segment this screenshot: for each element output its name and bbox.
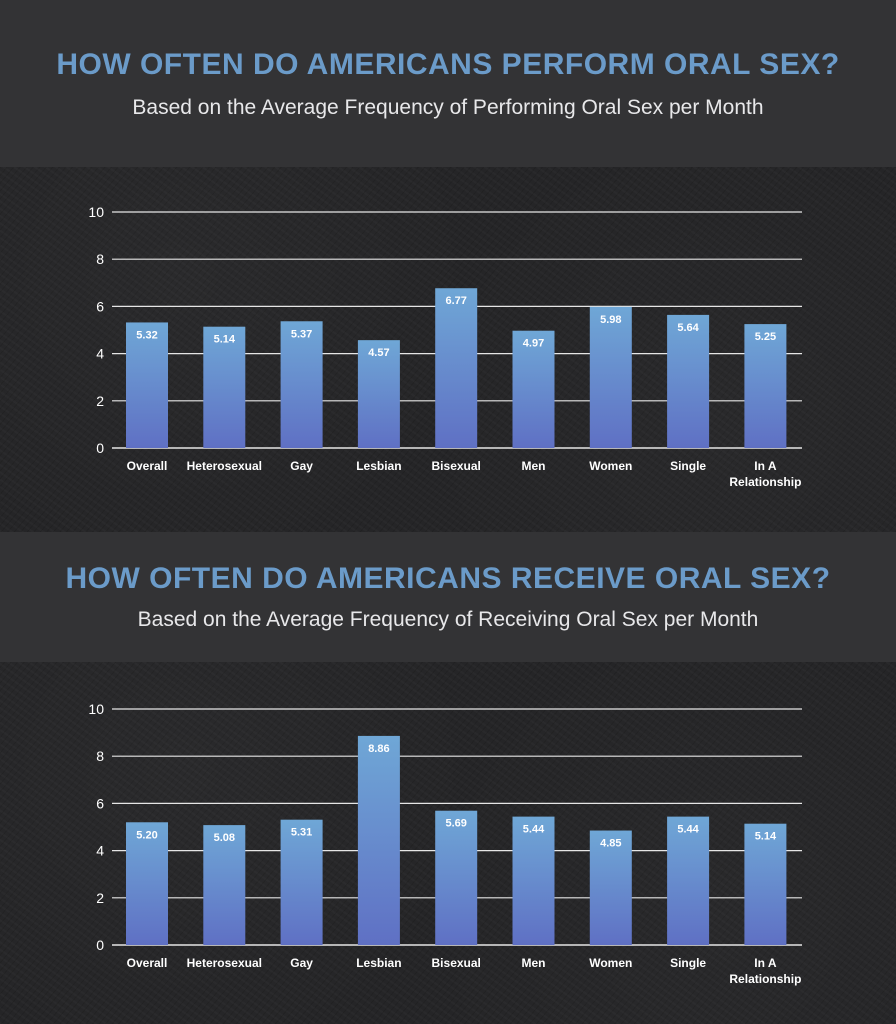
chart-2-subtitle: Based on the Average Frequency of Receiv… <box>137 608 759 631</box>
y-tick-label: 6 <box>96 795 104 811</box>
bar-value-label: 5.31 <box>291 827 312 839</box>
bar-value-label: 4.97 <box>523 338 544 350</box>
bar-value-label: 5.14 <box>755 831 777 843</box>
category-label: Overall <box>127 459 168 473</box>
chart-1-title: HOW OFTEN DO AMERICANS PERFORM ORAL SEX? <box>56 48 840 81</box>
bar <box>280 321 323 448</box>
bar-value-label: 5.64 <box>677 322 699 334</box>
category-label: Men <box>522 956 546 970</box>
category-label: Gay <box>290 956 313 970</box>
bar-value-label: 5.32 <box>136 329 157 341</box>
bar <box>667 314 710 448</box>
bar-value-label: 5.20 <box>136 829 157 841</box>
bar <box>357 735 400 945</box>
bar <box>126 322 168 448</box>
y-tick-label: 8 <box>96 251 104 267</box>
category-label: Lesbian <box>356 459 401 473</box>
chart-1-plot: 0 2 4 6 8 10 5.32 Overall 5.14 Heterosexual 5.37 Ga… <box>88 204 802 489</box>
chart-1-subtitle: Based on the Average Frequency of Perfor… <box>132 96 764 119</box>
bar <box>280 819 323 945</box>
category-label: Gay <box>290 459 313 473</box>
y-tick-label: 0 <box>96 440 104 456</box>
y-tick-label: 10 <box>88 701 104 717</box>
bar-value-label: 5.98 <box>600 314 621 326</box>
bar <box>512 816 555 945</box>
y-tick-label: 2 <box>96 890 104 906</box>
chart-1-panel: 0 2 4 6 8 10 5.32 Overall 5.14 Heterosexual 5.37 Ga… <box>0 167 896 532</box>
bar-value-label: 4.57 <box>368 347 389 359</box>
bar-value-label: 5.69 <box>445 818 466 830</box>
category-label: Single <box>670 956 706 970</box>
bar <box>589 306 632 448</box>
bar-value-label: 6.77 <box>445 295 466 307</box>
category-label: Women <box>589 956 632 970</box>
chart-2-header: HOW OFTEN DO AMERICANS RECEIVE ORAL SEX?… <box>0 532 896 662</box>
chart-2-title: HOW OFTEN DO AMERICANS RECEIVE ORAL SEX? <box>65 562 831 595</box>
category-label: In A Relationship <box>729 956 801 986</box>
bar <box>589 830 632 945</box>
category-label: In A Relationship <box>729 459 801 489</box>
bar-value-label: 5.37 <box>291 328 312 340</box>
bar <box>744 324 787 448</box>
y-tick-label: 10 <box>88 204 104 220</box>
category-label: Heterosexual <box>187 956 262 970</box>
y-tick-label: 8 <box>96 748 104 764</box>
category-label: Single <box>670 459 706 473</box>
bar <box>435 288 478 448</box>
bar-value-label: 8.86 <box>368 743 389 755</box>
bar <box>435 810 478 945</box>
category-label: Women <box>589 459 632 473</box>
category-label: Bisexual <box>432 956 481 970</box>
bar-value-label: 5.14 <box>214 334 236 346</box>
category-label: Lesbian <box>356 956 401 970</box>
bar <box>744 823 787 945</box>
chart-2-plot: 0 2 4 6 8 10 5.20 Overall 5.08 Heterosexual 5.31 Ga… <box>88 701 802 986</box>
bar-value-label: 5.44 <box>677 824 699 836</box>
chart-1-header: HOW OFTEN DO AMERICANS PERFORM ORAL SEX?… <box>0 0 896 167</box>
bar <box>357 340 400 448</box>
y-tick-label: 6 <box>96 298 104 314</box>
y-tick-label: 0 <box>96 937 104 953</box>
bar <box>203 825 246 945</box>
bar <box>203 326 246 448</box>
bar <box>667 816 710 945</box>
category-label: Men <box>522 459 546 473</box>
bar-value-label: 5.08 <box>214 832 235 844</box>
y-tick-label: 4 <box>96 843 104 859</box>
category-label: Heterosexual <box>187 459 262 473</box>
bar-value-label: 5.44 <box>523 824 545 836</box>
y-tick-label: 2 <box>96 393 104 409</box>
bar-value-label: 4.85 <box>600 838 621 850</box>
bar <box>512 330 555 448</box>
category-label: Bisexual <box>432 459 481 473</box>
y-tick-label: 4 <box>96 346 104 362</box>
bar <box>126 822 168 945</box>
chart-2-panel: 0 2 4 6 8 10 5.20 Overall 5.08 Heterosexual 5.31 Ga… <box>0 662 896 1024</box>
category-label: Overall <box>127 956 168 970</box>
bar-value-label: 5.25 <box>755 331 776 343</box>
